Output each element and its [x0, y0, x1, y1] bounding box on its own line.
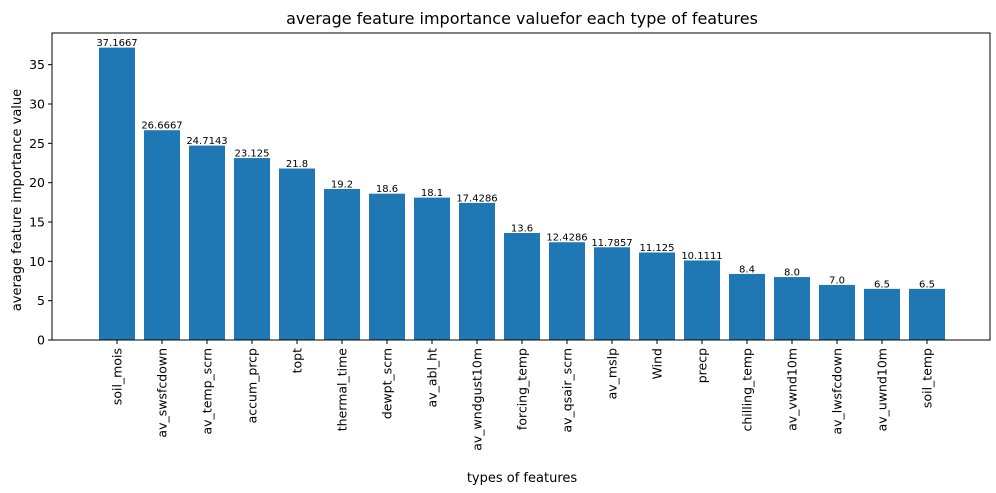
chart-title: average feature importance valuefor each… [286, 9, 758, 28]
y-tick-label: 15 [29, 214, 45, 229]
x-tick-label: forcing_temp [515, 348, 530, 430]
x-tick-label: av_lwsfcdown [830, 348, 845, 435]
bar-av_wndgust10m [459, 202, 495, 340]
bar-av_vwnd10m [774, 277, 810, 340]
bar-precp [684, 260, 720, 340]
x-axis: soil_mois av_swsfcdown av_temp_scrn accum_p… [110, 340, 935, 451]
x-tick-label: precp [695, 348, 710, 383]
data-label: 21.8 [286, 159, 308, 170]
x-tick-label: av_mslp [605, 348, 620, 399]
data-labels-group: 37.1667 26.6667 24.7143 23.125 21.8 19.2 18.6 1… [96, 38, 935, 290]
bar-av_mslp [594, 247, 630, 340]
y-axis: 0 5 10 15 20 25 30 35 [29, 57, 52, 348]
data-label: 18.6 [376, 184, 398, 195]
bar-chilling_temp [729, 273, 765, 340]
data-label: 6.5 [919, 279, 935, 290]
data-label: 6.5 [874, 279, 890, 290]
bar-thermal_time [324, 188, 360, 340]
bar-Wind [639, 252, 675, 340]
data-label: 10.1111 [681, 251, 722, 262]
data-label: 37.1667 [96, 38, 137, 49]
x-tick-label: av_qsair_scrn [560, 348, 575, 433]
y-tick-label: 25 [29, 136, 45, 151]
plot-frame [51, 32, 991, 341]
data-label: 18.1 [421, 188, 443, 199]
x-tick-label: av_vwnd10m [785, 348, 800, 431]
y-tick-label: 0 [37, 333, 45, 348]
x-tick-label: soil_temp [920, 348, 935, 408]
x-tick-label: av_swsfcdown [155, 348, 170, 438]
y-axis-label: average feature importance value [10, 89, 25, 311]
data-label: 8.4 [739, 264, 755, 275]
y-tick-label: 30 [29, 96, 45, 111]
data-label: 8.0 [784, 268, 800, 279]
bar-av_lwsfcdown [819, 284, 855, 340]
bar-forcing_temp [504, 233, 540, 340]
bar-dewpt_scrn [369, 193, 405, 340]
x-tick-label: chilling_temp [740, 348, 755, 432]
x-tick-label: av_uwnd10m [875, 348, 890, 431]
x-tick-label: soil_mois [110, 348, 125, 405]
x-tick-label: thermal_time [335, 348, 350, 432]
bars-group [99, 47, 945, 341]
data-label: 13.6 [511, 224, 533, 235]
data-label: 23.125 [235, 149, 270, 160]
x-axis-label: types of features [467, 471, 578, 486]
data-label: 19.2 [331, 179, 353, 190]
bar-av_abl_ht [414, 197, 450, 340]
bar-av_qsair_scrn [549, 242, 585, 340]
data-label: 11.125 [640, 243, 675, 254]
data-label: 26.6667 [141, 121, 182, 132]
data-label: 12.4286 [546, 233, 587, 244]
y-tick-label: 5 [37, 293, 45, 308]
data-label: 24.7143 [186, 136, 227, 147]
bar-av_temp_scrn [189, 145, 225, 340]
x-tick-label: av_abl_ht [425, 348, 440, 408]
y-tick-label: 35 [29, 57, 45, 72]
x-tick-label: accum_prcp [245, 348, 260, 423]
bar-soil_mois [99, 47, 135, 341]
x-tick-label: topt [290, 348, 305, 373]
bar-av_uwnd10m [864, 288, 900, 340]
bar-av_swsfcdown [144, 130, 180, 340]
x-tick-label: Wind [650, 348, 665, 379]
x-tick-label: av_wndgust10m [470, 348, 485, 451]
data-label: 17.4286 [456, 193, 497, 204]
x-tick-label: dewpt_scrn [380, 348, 395, 419]
bar-topt [279, 168, 315, 340]
data-label: 11.7857 [591, 238, 632, 249]
bar-accum_prcp [234, 158, 270, 340]
y-tick-label: 10 [29, 254, 45, 269]
bar-soil_temp [909, 288, 945, 340]
data-label: 7.0 [829, 275, 845, 286]
y-tick-label: 20 [29, 175, 45, 190]
x-tick-label: av_temp_scrn [200, 348, 215, 435]
